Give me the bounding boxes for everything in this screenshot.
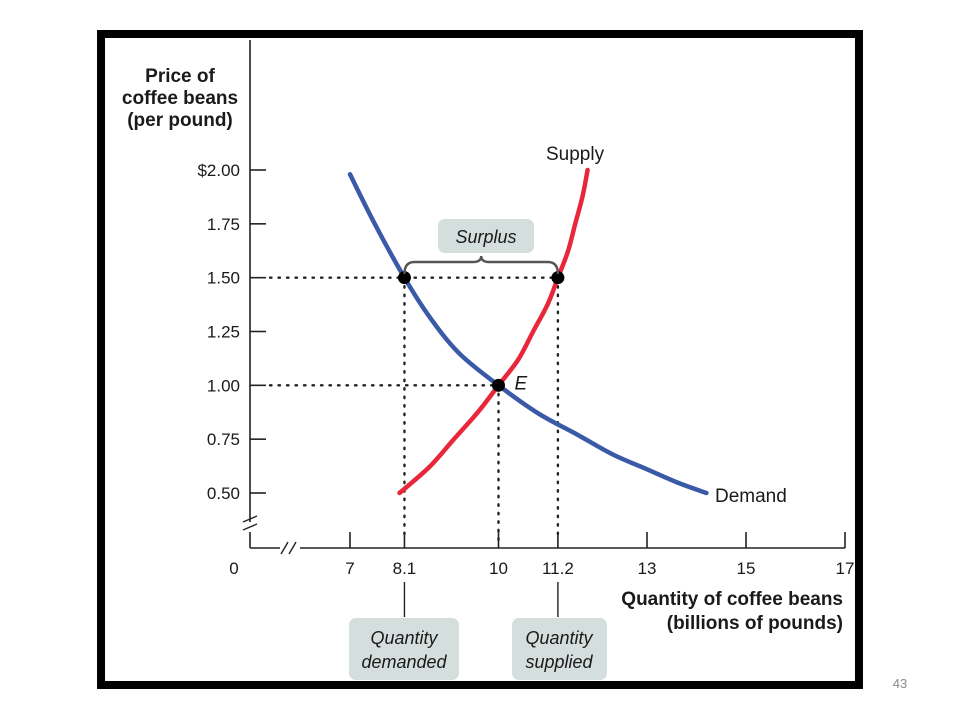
y-tick-label: $2.00 [197,161,240,180]
x-tick-label: 17 [836,559,855,578]
y-tick-label: 0.75 [207,430,240,449]
x-axis-break-mark [288,541,297,555]
y-tick-label: 0.50 [207,484,240,503]
x-axis-title: Quantity of coffee beans (billions of pou… [621,589,843,634]
x-tick-label: 11.2 [542,559,574,578]
supply-label: Supply [546,144,605,165]
quantity-demanded-box [349,618,459,680]
quantity-supplied-box [512,618,607,680]
page-number: 43 [892,676,908,691]
y-axis-title-line: (per pound) [127,110,233,131]
surplus-label-box [438,219,534,253]
x-tick-label: 7 [345,559,354,578]
chart-frame-outer [97,30,863,689]
x-tick-label: 10 [489,559,508,578]
surplus-bracket [403,255,560,275]
quantity-demanded-label: demanded [361,652,447,672]
x-tick-label: 8.1 [393,559,417,578]
y-tick-label: 1.25 [207,323,240,342]
data-point [397,271,411,285]
y-tick-label: 1.75 [207,215,240,234]
y-axis-break-mark [242,515,258,523]
y-axis-title: Price of coffee beans (per pound) [122,66,238,131]
surplus-label: Surplus [455,227,516,247]
y-axis-title-line: coffee beans [122,88,238,109]
x-tick-label: 15 [737,559,756,578]
y-tick-label: 1.00 [207,376,240,395]
x-axis-title-line: Quantity of coffee beans [621,589,843,610]
x-tick-label: 13 [638,559,657,578]
origin-label: 0 [229,559,238,578]
y-axis-break-mark [242,523,258,531]
x-axis-break-mark [280,541,289,555]
y-tick-label: 1.50 [207,269,240,288]
quantity-supplied-label: Quantity [525,628,593,648]
quantity-supplied-label: supplied [525,652,593,672]
chart-frame-inner [103,36,857,683]
equilibrium-label: E [515,373,528,394]
quantity-demanded-label: Quantity [370,628,438,648]
data-point [551,271,565,285]
curve-supply [397,167,590,496]
data-point [492,378,505,392]
y-axis-title-line: Price of [145,66,215,87]
demand-label: Demand [715,486,787,507]
x-axis-title-line: (billions of pounds) [667,613,843,634]
